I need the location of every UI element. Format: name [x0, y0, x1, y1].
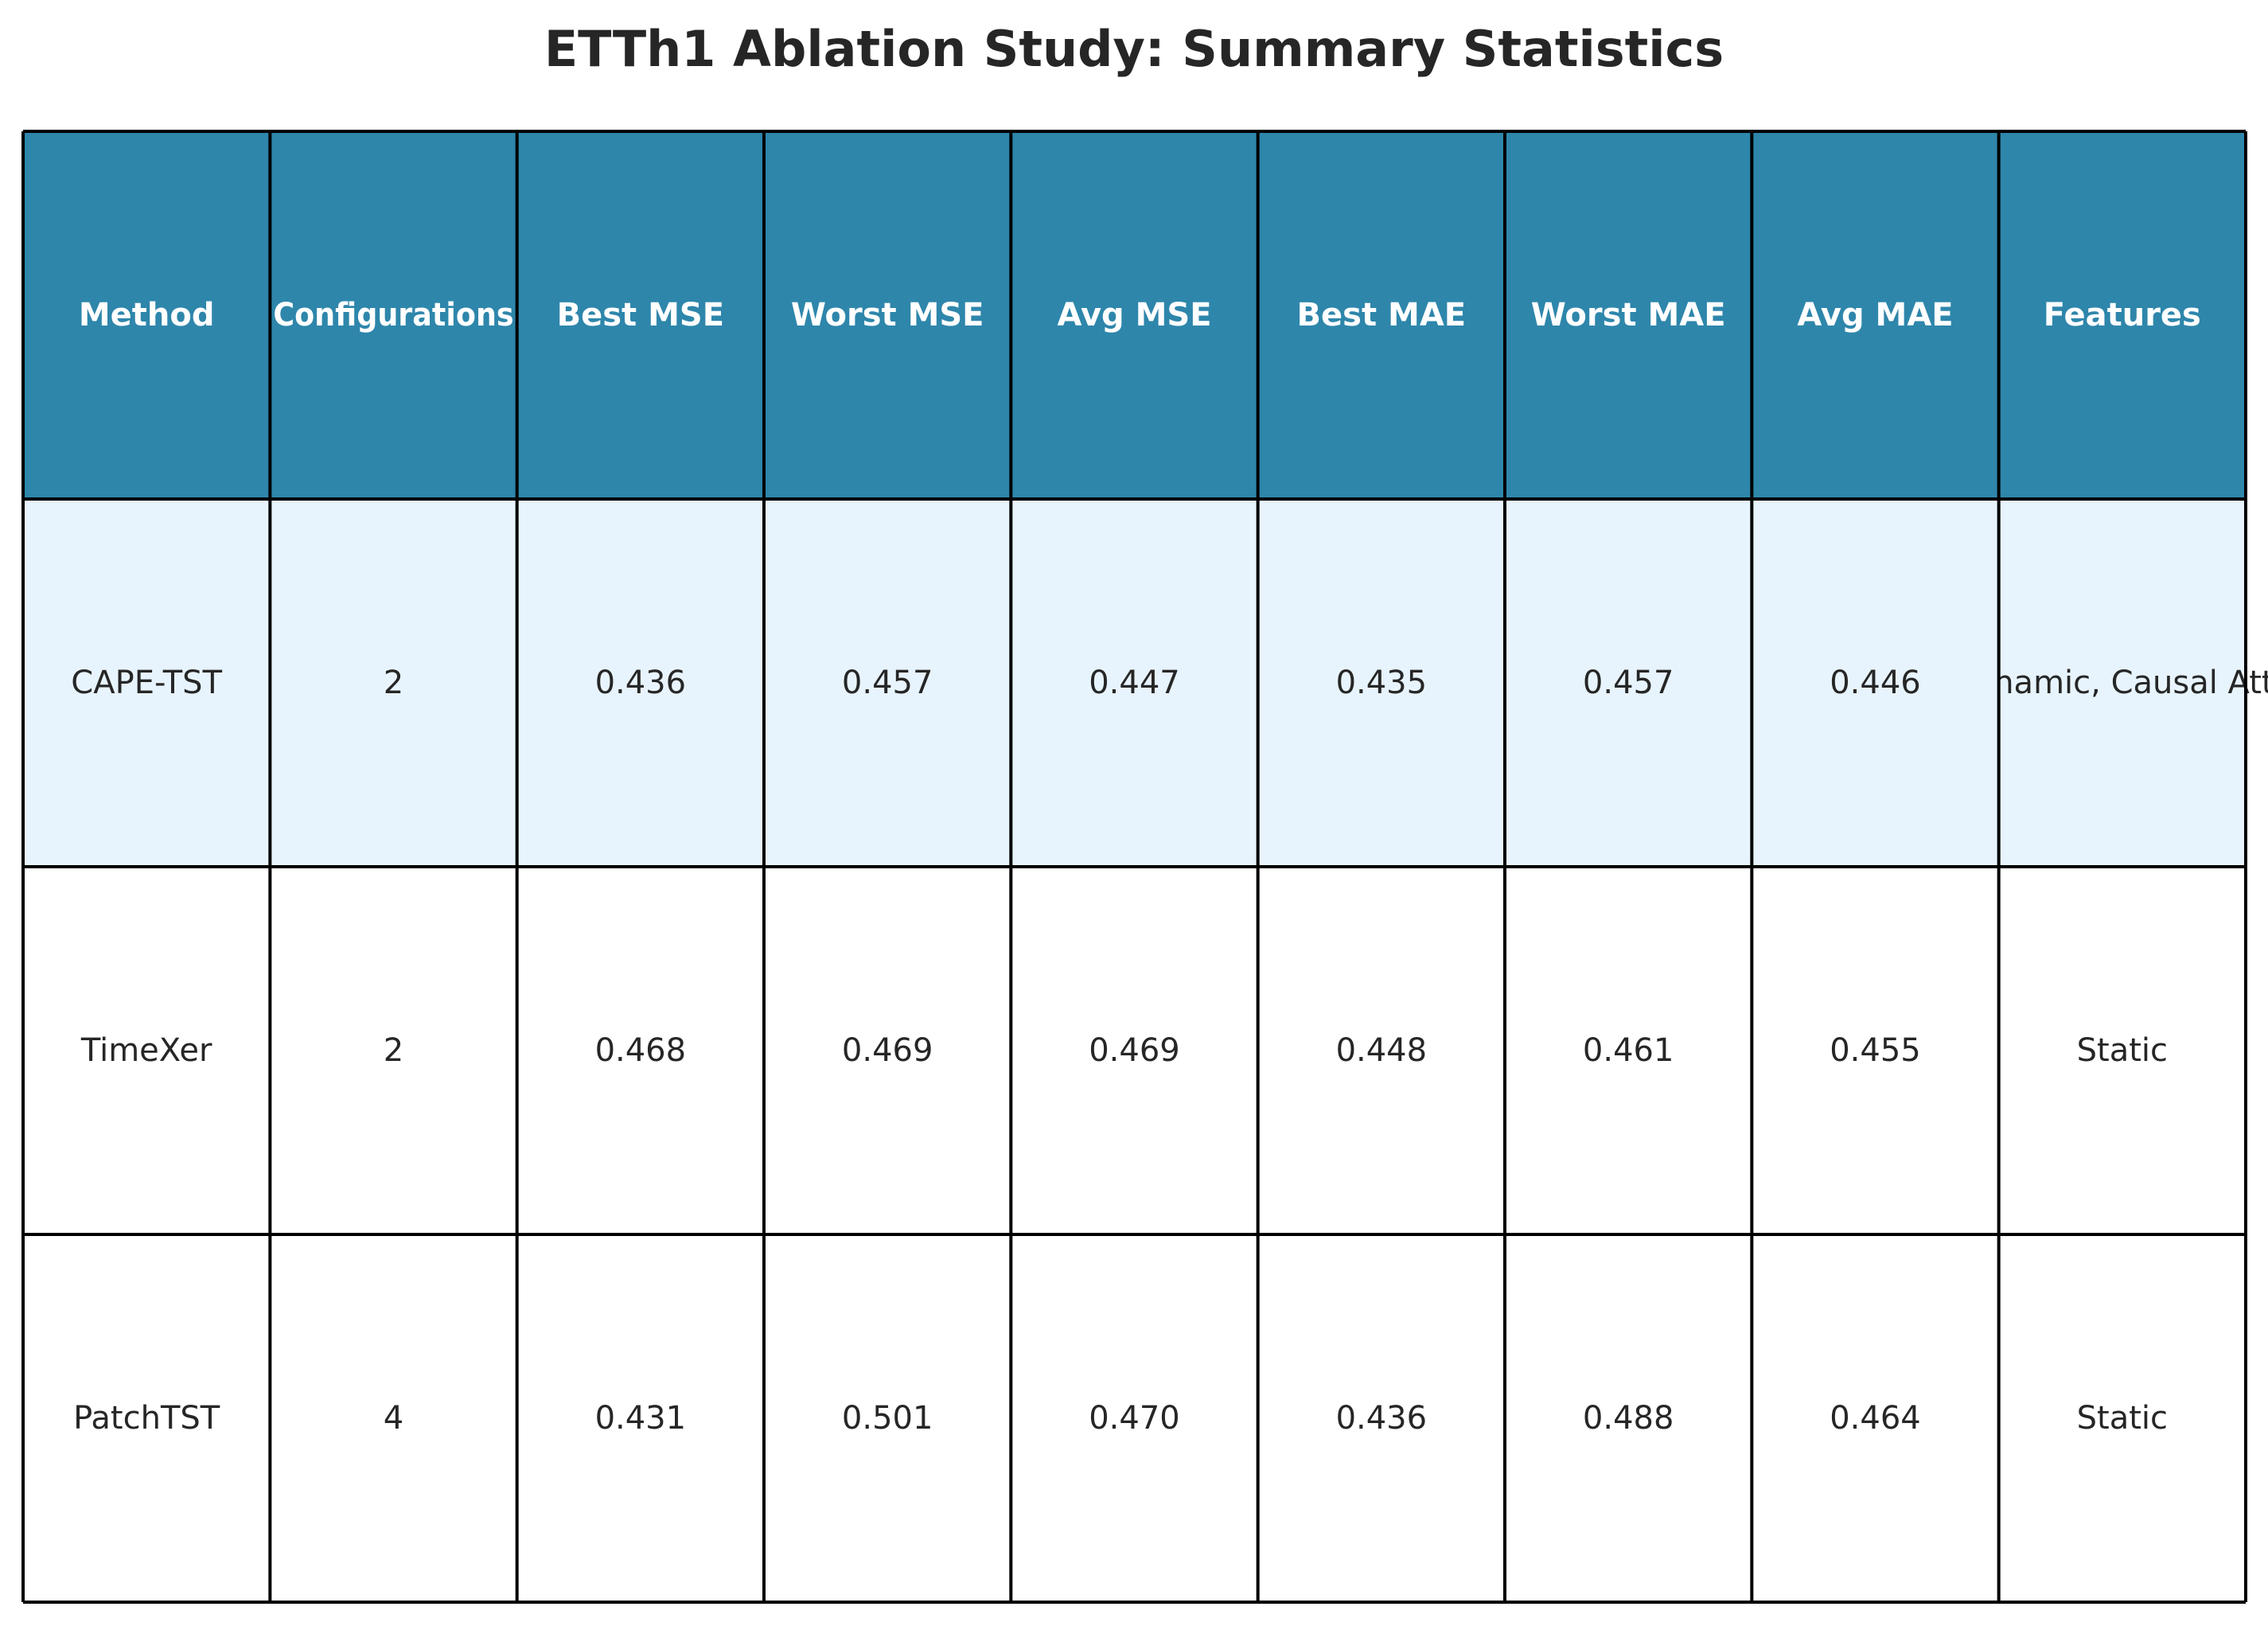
table-cell-value: 0.488 [1583, 1400, 1674, 1437]
column-header: Worst MAE [1531, 297, 1726, 333]
table-cell-value: 0.457 [1583, 665, 1674, 701]
table-cell-value: 2 [384, 665, 403, 701]
table-cell-value: 0.455 [1830, 1032, 1921, 1069]
table-cell-bg [516, 499, 764, 867]
row-method-label: CAPE-TST [71, 665, 222, 701]
table-cell-bg [516, 1234, 764, 1602]
table-cell-bg [23, 499, 271, 867]
table-cell-bg [764, 1234, 1011, 1602]
table-cell-bg [1505, 1234, 1752, 1602]
header-cell-bg [1505, 131, 1752, 499]
table-cell-bg [1752, 867, 1999, 1234]
table-cell-value: 0.431 [595, 1400, 687, 1437]
column-header: Features [2044, 297, 2201, 333]
table-cell-bg [1257, 499, 1505, 867]
table-cell-value: 4 [384, 1400, 403, 1437]
table-cell-bg [1257, 867, 1505, 1234]
table-cell-value: 0.469 [1089, 1032, 1180, 1069]
table-cell-value: Static [2077, 1400, 2168, 1437]
table-cell-bg [1011, 499, 1258, 867]
header-cell-bg [1257, 131, 1505, 499]
column-header: Avg MAE [1797, 297, 1953, 333]
table-cell-bg [1505, 499, 1752, 867]
table-cell-value: 0.448 [1336, 1032, 1428, 1069]
table-cell-value: 0.469 [842, 1032, 933, 1069]
table-cell-value: 0.461 [1583, 1032, 1674, 1069]
table-cell-bg [1998, 499, 2246, 867]
table-cell-bg [1998, 1234, 2246, 1602]
row-method-label: PatchTST [73, 1400, 220, 1437]
table-cell-bg [764, 499, 1011, 867]
header-cell-bg [764, 131, 1011, 499]
table-cell-bg [1011, 1234, 1258, 1602]
header-cell-bg [516, 131, 764, 499]
header-cell-bg [1752, 131, 1999, 499]
table-cell-bg [23, 867, 271, 1234]
chart-title: ETTh1 Ablation Study: Summary Statistics [544, 20, 1724, 78]
table-cell-bg [516, 867, 764, 1234]
column-header: Best MSE [557, 297, 724, 333]
table-cell-value: 0.436 [595, 665, 687, 701]
column-header: Configurations [273, 297, 513, 333]
table-cell-bg [270, 499, 517, 867]
table-cell-bg [1011, 867, 1258, 1234]
table-cell-value: 0.436 [1336, 1400, 1428, 1437]
table-cell-value: 0.457 [842, 665, 933, 701]
header-cell-bg [1011, 131, 1258, 499]
header-cell-bg [1998, 131, 2246, 499]
table-cell-value: 0.468 [595, 1032, 687, 1069]
table-cell-bg [270, 1234, 517, 1602]
table-cell-bg [764, 867, 1011, 1234]
table-cell-value: 2 [384, 1032, 403, 1069]
table-cell-bg [1257, 1234, 1505, 1602]
table-cell-value: 0.435 [1336, 665, 1428, 701]
column-header: Best MAE [1297, 297, 1467, 333]
table-cell-value: 0.447 [1089, 665, 1180, 701]
table-cell-value: 0.446 [1830, 665, 1921, 701]
table-cell-bg [1998, 867, 2246, 1234]
column-header: Method [79, 297, 215, 333]
table-cell-bg [1752, 499, 1999, 867]
table-cell-bg [23, 1234, 271, 1602]
table-cell-bg [270, 867, 517, 1234]
column-header: Avg MSE [1057, 297, 1211, 333]
header-cell-bg [23, 131, 271, 499]
table-cell-value: 0.470 [1089, 1400, 1180, 1437]
column-header: Worst MSE [791, 297, 984, 333]
table-cell-value: Static [2077, 1032, 2168, 1069]
header-cell-bg [270, 131, 517, 499]
row-method-label: TimeXer [80, 1032, 212, 1069]
table-cell-bg [1752, 1234, 1999, 1602]
table-cell-value: 0.501 [842, 1400, 933, 1437]
table-cell-value: 0.464 [1830, 1400, 1921, 1437]
table-cell-bg [1505, 867, 1752, 1234]
table-cell-value: Dynamic, Causal Attn [1950, 665, 2268, 701]
